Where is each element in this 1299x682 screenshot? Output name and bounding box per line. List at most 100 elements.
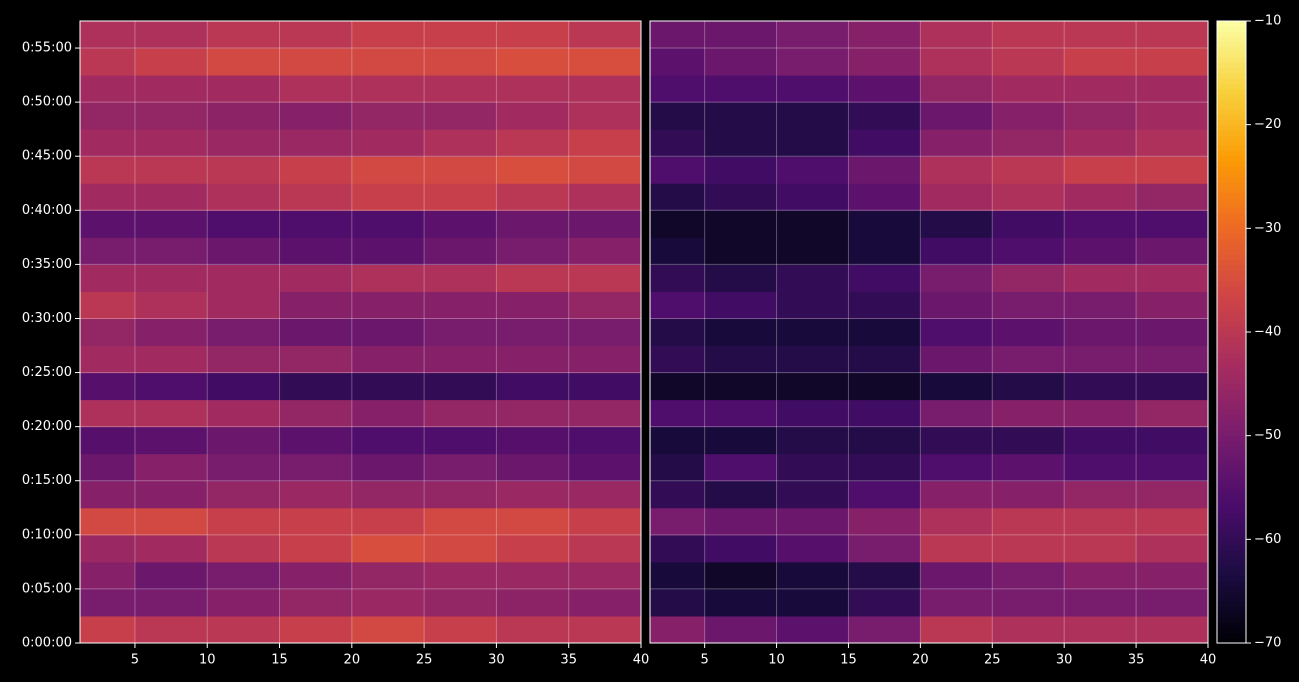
heat-cell bbox=[80, 129, 136, 157]
heat-cell bbox=[1136, 129, 1209, 157]
heat-cell bbox=[496, 318, 570, 347]
colorbar-step bbox=[1217, 52, 1246, 58]
heat-cell bbox=[568, 561, 642, 590]
y-tick-label: 0:15:00 bbox=[22, 473, 72, 488]
heat-cell bbox=[207, 426, 281, 455]
heat-cell bbox=[279, 129, 353, 157]
colorbar-step bbox=[1217, 389, 1246, 395]
heat-cell bbox=[207, 156, 281, 184]
heat-cell bbox=[848, 264, 921, 292]
heat-cell bbox=[1136, 102, 1209, 130]
heat-cell bbox=[80, 480, 136, 509]
colorbar-step bbox=[1217, 98, 1246, 105]
heat-cell bbox=[424, 264, 497, 292]
heat-cell bbox=[279, 480, 353, 509]
heat-cell bbox=[207, 372, 281, 401]
colorbar-step bbox=[1217, 575, 1246, 582]
heat-cell bbox=[1136, 345, 1209, 374]
heat-cell bbox=[351, 156, 425, 184]
colorbar-step bbox=[1217, 46, 1246, 53]
heat-cell bbox=[776, 48, 849, 76]
heat-cell bbox=[992, 615, 1065, 644]
heat-cell bbox=[650, 156, 706, 184]
colorbar-step bbox=[1217, 466, 1246, 473]
heat-cell bbox=[920, 75, 993, 103]
heat-cell bbox=[134, 480, 208, 509]
colorbar-step bbox=[1217, 223, 1246, 229]
colorbar-step bbox=[1217, 67, 1246, 74]
heat-cell bbox=[80, 102, 136, 130]
heat-cell bbox=[207, 183, 281, 211]
x-tick-label: 40 bbox=[633, 653, 650, 668]
heat-cell bbox=[279, 318, 353, 347]
colorbar-step bbox=[1217, 254, 1246, 260]
colorbar-tick-label: −20 bbox=[1254, 117, 1281, 132]
colorbar-step bbox=[1217, 378, 1246, 385]
heat-cell bbox=[568, 345, 642, 374]
heat-cell bbox=[920, 345, 993, 374]
heat-cell bbox=[704, 264, 778, 292]
heat-cell bbox=[848, 210, 921, 238]
heat-cell bbox=[1064, 588, 1137, 617]
heat-cell bbox=[776, 75, 849, 103]
heat-cell bbox=[279, 102, 353, 130]
y-tick-label: 0:45:00 bbox=[22, 149, 72, 164]
heat-cell bbox=[1064, 156, 1137, 184]
heat-cell bbox=[776, 561, 849, 590]
colorbar-step bbox=[1217, 88, 1246, 95]
heat-cell bbox=[650, 264, 706, 292]
heat-cell bbox=[351, 129, 425, 157]
colorbar-step bbox=[1217, 290, 1246, 297]
heat-cell bbox=[424, 453, 497, 482]
heat-cell bbox=[1064, 210, 1137, 238]
heat-cell bbox=[1136, 264, 1209, 292]
colorbar-step bbox=[1217, 508, 1246, 514]
heat-cell bbox=[80, 372, 136, 401]
heat-cell bbox=[920, 102, 993, 130]
colorbar-step bbox=[1217, 212, 1246, 219]
heat-cell bbox=[207, 75, 281, 103]
colorbar-step bbox=[1217, 233, 1246, 240]
colorbar-step bbox=[1217, 409, 1246, 416]
heat-cell bbox=[134, 48, 208, 76]
heat-cell bbox=[496, 561, 570, 590]
colorbar-step bbox=[1217, 83, 1246, 89]
heat-cell bbox=[992, 426, 1065, 455]
colorbar-step bbox=[1217, 357, 1246, 364]
colorbar-step bbox=[1217, 207, 1246, 214]
heat-cell bbox=[776, 426, 849, 455]
heat-cell bbox=[351, 534, 425, 563]
colorbar-step bbox=[1217, 430, 1246, 437]
colorbar-tick-label: −50 bbox=[1254, 428, 1281, 443]
heat-cell bbox=[424, 102, 497, 130]
heat-cell bbox=[704, 102, 778, 130]
heat-cell bbox=[992, 453, 1065, 482]
heat-cell bbox=[776, 507, 849, 536]
x-tick-label: 15 bbox=[840, 653, 857, 668]
x-tick-label: 25 bbox=[984, 653, 1001, 668]
colorbar-step bbox=[1217, 62, 1246, 69]
heat-cell bbox=[279, 48, 353, 76]
x-tick-label: 35 bbox=[1128, 653, 1145, 668]
heat-cell bbox=[704, 237, 778, 265]
colorbar-step bbox=[1217, 197, 1246, 203]
heat-cell bbox=[424, 210, 497, 238]
heat-cell bbox=[992, 372, 1065, 401]
heat-cell bbox=[992, 237, 1065, 265]
heat-cell bbox=[207, 453, 281, 482]
heat-cell bbox=[848, 21, 921, 49]
heat-cell bbox=[568, 480, 642, 509]
heat-cell bbox=[992, 210, 1065, 238]
heat-cell bbox=[80, 237, 136, 265]
heat-cell bbox=[80, 291, 136, 319]
colorbar-step bbox=[1217, 560, 1246, 566]
heat-cell bbox=[1136, 291, 1209, 319]
colorbar-step bbox=[1217, 202, 1246, 209]
heat-cell bbox=[920, 399, 993, 428]
colorbar-step bbox=[1217, 601, 1246, 608]
colorbar-step bbox=[1217, 342, 1246, 349]
colorbar-step bbox=[1217, 534, 1246, 540]
colorbar-tick-label: −40 bbox=[1254, 325, 1281, 340]
colorbar-step bbox=[1217, 347, 1246, 354]
colorbar-step bbox=[1217, 352, 1246, 359]
